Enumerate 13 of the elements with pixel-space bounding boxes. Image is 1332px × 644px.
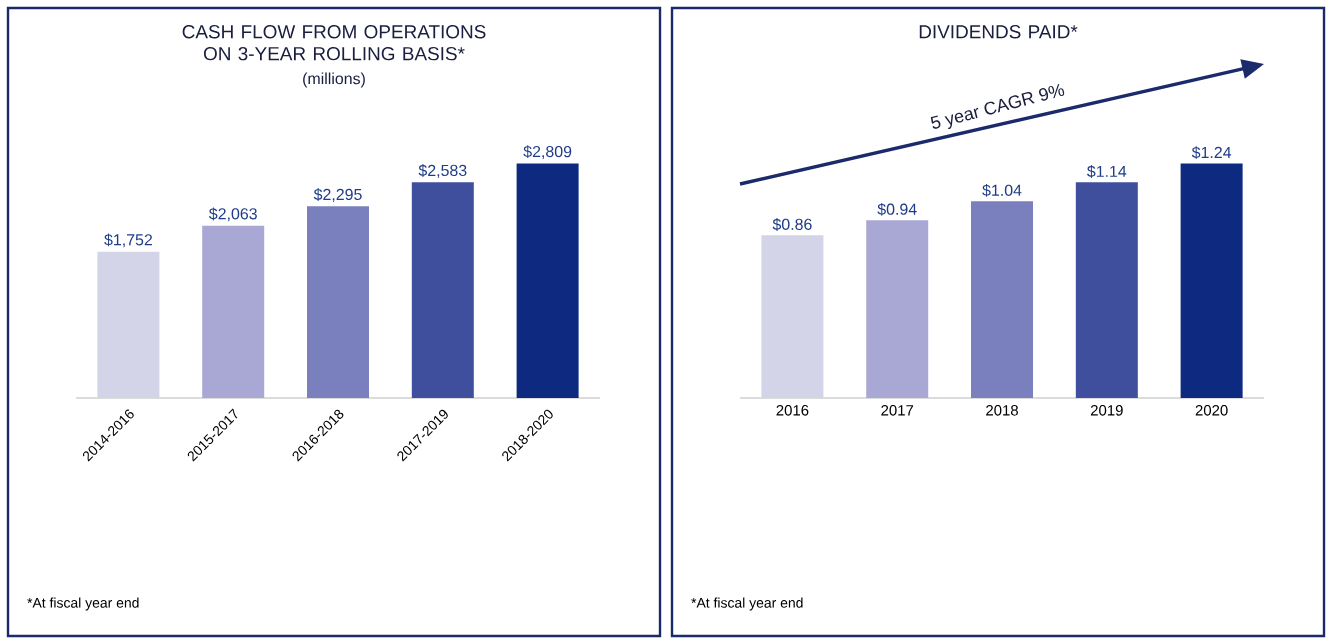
chart-title: DIVIDENDS PAID*	[919, 25, 1078, 39]
bar	[97, 251, 160, 398]
text: 5 year CAGR 9%	[930, 83, 1065, 130]
bar	[1180, 163, 1243, 398]
bar	[411, 182, 474, 398]
bar	[307, 206, 370, 398]
bar	[761, 235, 824, 398]
chart-title: CASH FLOW FROM OPERATIONS ON 3-YEAR ROLLING BASIS*	[182, 25, 486, 61]
bar	[202, 225, 265, 398]
bar	[866, 220, 929, 398]
bar	[516, 163, 579, 398]
bar	[971, 201, 1034, 398]
bar	[1075, 182, 1138, 398]
